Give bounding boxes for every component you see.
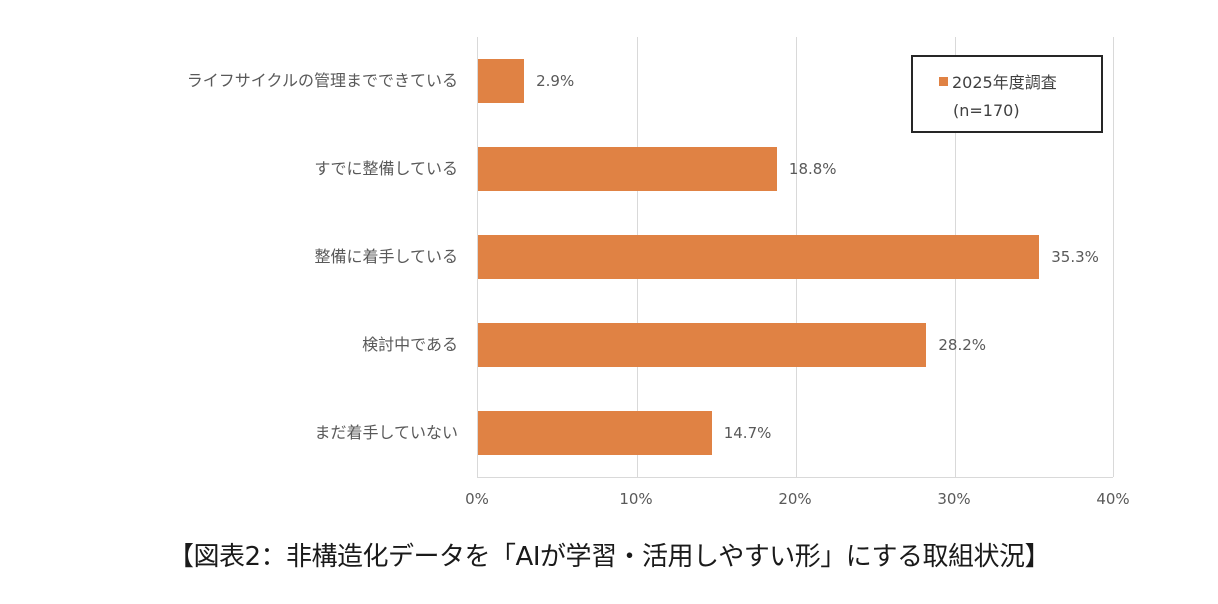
bar-lifecycle-managed [478,59,525,103]
x-tick-0: 0% [465,490,489,508]
value-label-under-consideration: 28.2% [938,336,987,354]
category-label-already-prepared: すでに整備している [314,159,458,178]
category-label-under-consideration: 検討中である [362,335,458,354]
plot-area: 2.9% 18.8% 35.3% 28.2% 14.7% [477,37,1114,478]
value-label-already-prepared: 18.8% [788,160,837,178]
value-label-lifecycle-managed: 2.9% [536,72,575,90]
x-tick-10: 10% [619,490,653,508]
value-label-started-preparing: 35.3% [1051,248,1099,266]
x-tick-30: 30% [937,490,971,508]
value-label-not-started: 14.7% [723,424,772,442]
legend-sample-size: (n=170) [953,101,1020,120]
figure-caption: 【図表2：非構造化データを「AIが学習・活用しやすい形」にする取組状況】 [168,542,1051,572]
x-tick-40: 40% [1096,490,1130,508]
category-label-lifecycle-managed: ライフサイクルの管理までできている [186,71,458,90]
bar-under-consideration [478,323,927,367]
legend-entry: 2025年度調査 [939,69,1057,93]
legend-label: 2025年度調査 [952,73,1057,92]
bar-not-started [478,411,712,455]
bar-started-preparing [478,235,1040,279]
legend-swatch-icon [939,76,948,86]
legend: 2025年度調査 (n=170) [911,55,1103,133]
bar-already-prepared [478,147,777,191]
x-tick-20: 20% [778,490,812,508]
bar-chart: 2.9% 18.8% 35.3% 28.2% 14.7% ライフサイクルの管理ま… [186,37,1130,508]
gridline-40 [1113,37,1114,477]
category-label-started-preparing: 整備に着手している [314,247,458,266]
category-label-not-started: まだ着手していない [314,423,458,442]
